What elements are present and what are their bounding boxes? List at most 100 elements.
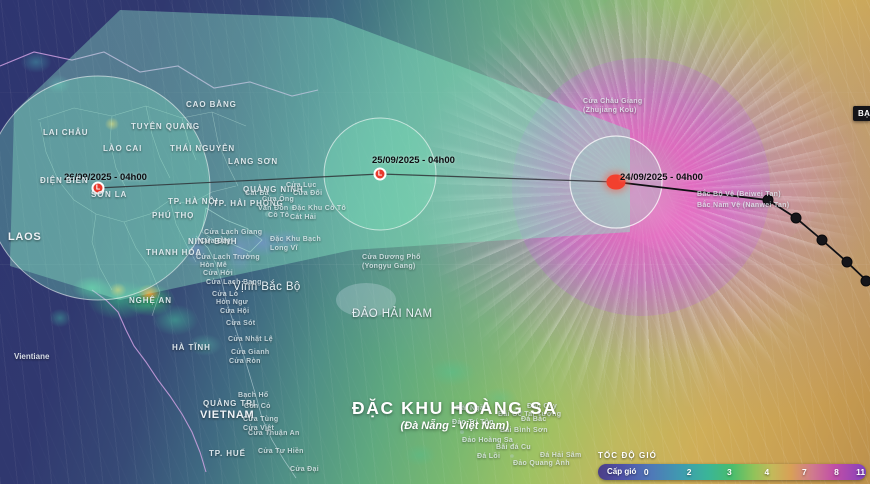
province-label: TP. HÀ NỘI	[168, 197, 219, 206]
province-label: NINH BÌNH	[188, 237, 238, 246]
place-label: Bãi Bình Sơn	[500, 427, 548, 434]
place-label: Cửa Gianh	[231, 349, 270, 356]
forecast-circle-48h	[0, 75, 211, 301]
hoang-sa-area-title: ĐẶC KHU HOÀNG SA (Đà Nẵng - Việt Nam)	[352, 398, 557, 432]
storm-position-forecast-24h[interactable]: L	[373, 167, 387, 181]
legend-unit-label: Cấp gió	[607, 467, 637, 476]
track-point-past[interactable]	[762, 194, 774, 206]
island-shapes	[265, 205, 523, 458]
graticule-line	[0, 92, 870, 93]
country-label: LAOS	[8, 231, 42, 243]
place-label: Cửa Châu Giang	[583, 98, 643, 105]
track-point-past[interactable]	[860, 275, 870, 287]
place-label: Cửa Lạch Bạng	[206, 279, 262, 286]
place-label: Bãi đá Cu	[496, 444, 531, 451]
track-point-past[interactable]	[841, 256, 853, 268]
province-label: HÀ TĨNH	[172, 343, 211, 352]
place-label: Cửa Đối	[293, 190, 323, 197]
place-label: Cửa Hới	[203, 270, 234, 277]
province-label: TP. HUẾ	[209, 449, 246, 458]
province-label: PHÚ THỌ	[152, 211, 195, 220]
place-label: Cửa Lục	[286, 182, 317, 189]
province-label: LẠNG SƠN	[228, 157, 279, 166]
province-label: NGHỆ AN	[129, 296, 172, 305]
place-label: Đá Hải Sâm	[540, 452, 582, 459]
place-label: Cửa Ông	[262, 196, 295, 203]
track-point-past[interactable]	[790, 212, 802, 224]
place-label: Cửa Lạch Trường	[196, 254, 260, 261]
place-label: Đảo Trí Tôn	[452, 419, 494, 426]
storm-label-forecast-48h: 26/09/2025 - 04h00	[64, 172, 147, 183]
place-label: Cửa Dương Phố	[362, 254, 421, 261]
place-label: Hòn Ngư	[216, 299, 249, 306]
place-label: Cửa Việt	[243, 425, 275, 432]
province-label: QUẢNG TRỊ	[203, 399, 256, 408]
storm-eyewall-shading	[512, 58, 770, 316]
place-label: Long Vĩ	[270, 245, 298, 252]
graticule-line	[0, 264, 870, 265]
place-label: Cát Bà	[245, 190, 269, 197]
province-label: TUYÊN QUANG	[131, 122, 201, 131]
storm-label-forecast-24h: 25/09/2025 - 04h00	[372, 155, 455, 166]
place-label: Cửa Tùng	[243, 416, 279, 423]
place-label: Cửa Đáy	[200, 238, 231, 245]
province-label: THANH HÓA	[146, 248, 203, 257]
cone-polygon	[10, 10, 630, 300]
legend-tick: 11	[856, 467, 866, 477]
place-label: Cát Hải	[290, 214, 317, 221]
place-label: Cửa Nhật Lệ	[228, 336, 273, 343]
wind-speed-legend: TỐC ĐỘ GIÓ Cấp gió 0 2 3 4 7 8 11	[598, 451, 866, 480]
place-label: Cửa Đại	[290, 466, 319, 473]
place-label: Đảo Hoàng Sa	[462, 437, 514, 444]
place-label: Bãi Ngầm	[456, 405, 491, 412]
storm-position-forecast-48h[interactable]: L	[91, 181, 105, 195]
place-label: Hòn Mê	[200, 262, 228, 269]
place-label: Bãi Ốc Tai Tượng	[498, 411, 562, 418]
place-label: Vân Đồn	[258, 205, 289, 212]
national-border-lines	[0, 51, 319, 473]
province-boundary-lines	[37, 105, 247, 317]
hoang-sa-title-main: ĐẶC KHU HOÀNG SA	[352, 398, 558, 418]
place-label: Đá Bắc	[521, 416, 547, 423]
legend-gradient-bar[interactable]: Cấp gió 0 2 3 4 7 8 11	[598, 464, 866, 480]
place-label: Cửa Lò	[212, 291, 239, 298]
province-label: ĐIỆN BIÊN	[40, 176, 89, 185]
legend-tick: 7	[801, 467, 807, 477]
sea-label: ĐẢO HẢI NAM	[352, 308, 433, 320]
storm-position-current[interactable]	[606, 174, 626, 190]
coastline	[195, 207, 297, 479]
province-label: LAI CHÂU	[43, 128, 89, 137]
track-point-past[interactable]	[816, 234, 828, 246]
place-label: Cửa Tư Hiền	[258, 448, 304, 455]
place-label: (Zhujiang Kou)	[583, 107, 637, 114]
edge-tooltip-badge[interactable]: BẠ	[853, 106, 870, 121]
province-label: QUẢNG NINH	[243, 185, 304, 194]
place-label: Đặc Khu Bạch	[270, 236, 322, 243]
place-label: (Yongyu Gang)	[362, 263, 416, 270]
legend-tick: 2	[686, 467, 692, 477]
place-label: Cửa Hội	[220, 308, 250, 315]
graticule-line	[308, 0, 309, 484]
place-label: Đặc Khu Cô Tô	[292, 205, 347, 212]
capital-label: Vientiane	[14, 352, 50, 361]
place-label: Đá Lồi	[477, 453, 501, 460]
legend-title: TỐC ĐỘ GIÓ	[598, 451, 657, 460]
place-label: Cửa Lạch Giang	[204, 229, 263, 236]
province-label: CAO BẰNG	[186, 100, 237, 109]
place-label: Cô Tô	[268, 212, 290, 219]
legend-tick: 0	[643, 467, 649, 477]
graticule-line	[640, 0, 641, 484]
storm-rainband	[560, 0, 860, 260]
place-label: Bạch Hổ	[238, 392, 269, 399]
legend-tick: 3	[726, 467, 732, 477]
storm-label-current: 24/09/2025 - 04h00	[620, 172, 703, 183]
place-label: Cửa Sót	[226, 320, 256, 327]
place-label: Đảo Quang Ảnh	[513, 460, 570, 467]
place-label: Đảo Cây	[527, 403, 558, 410]
